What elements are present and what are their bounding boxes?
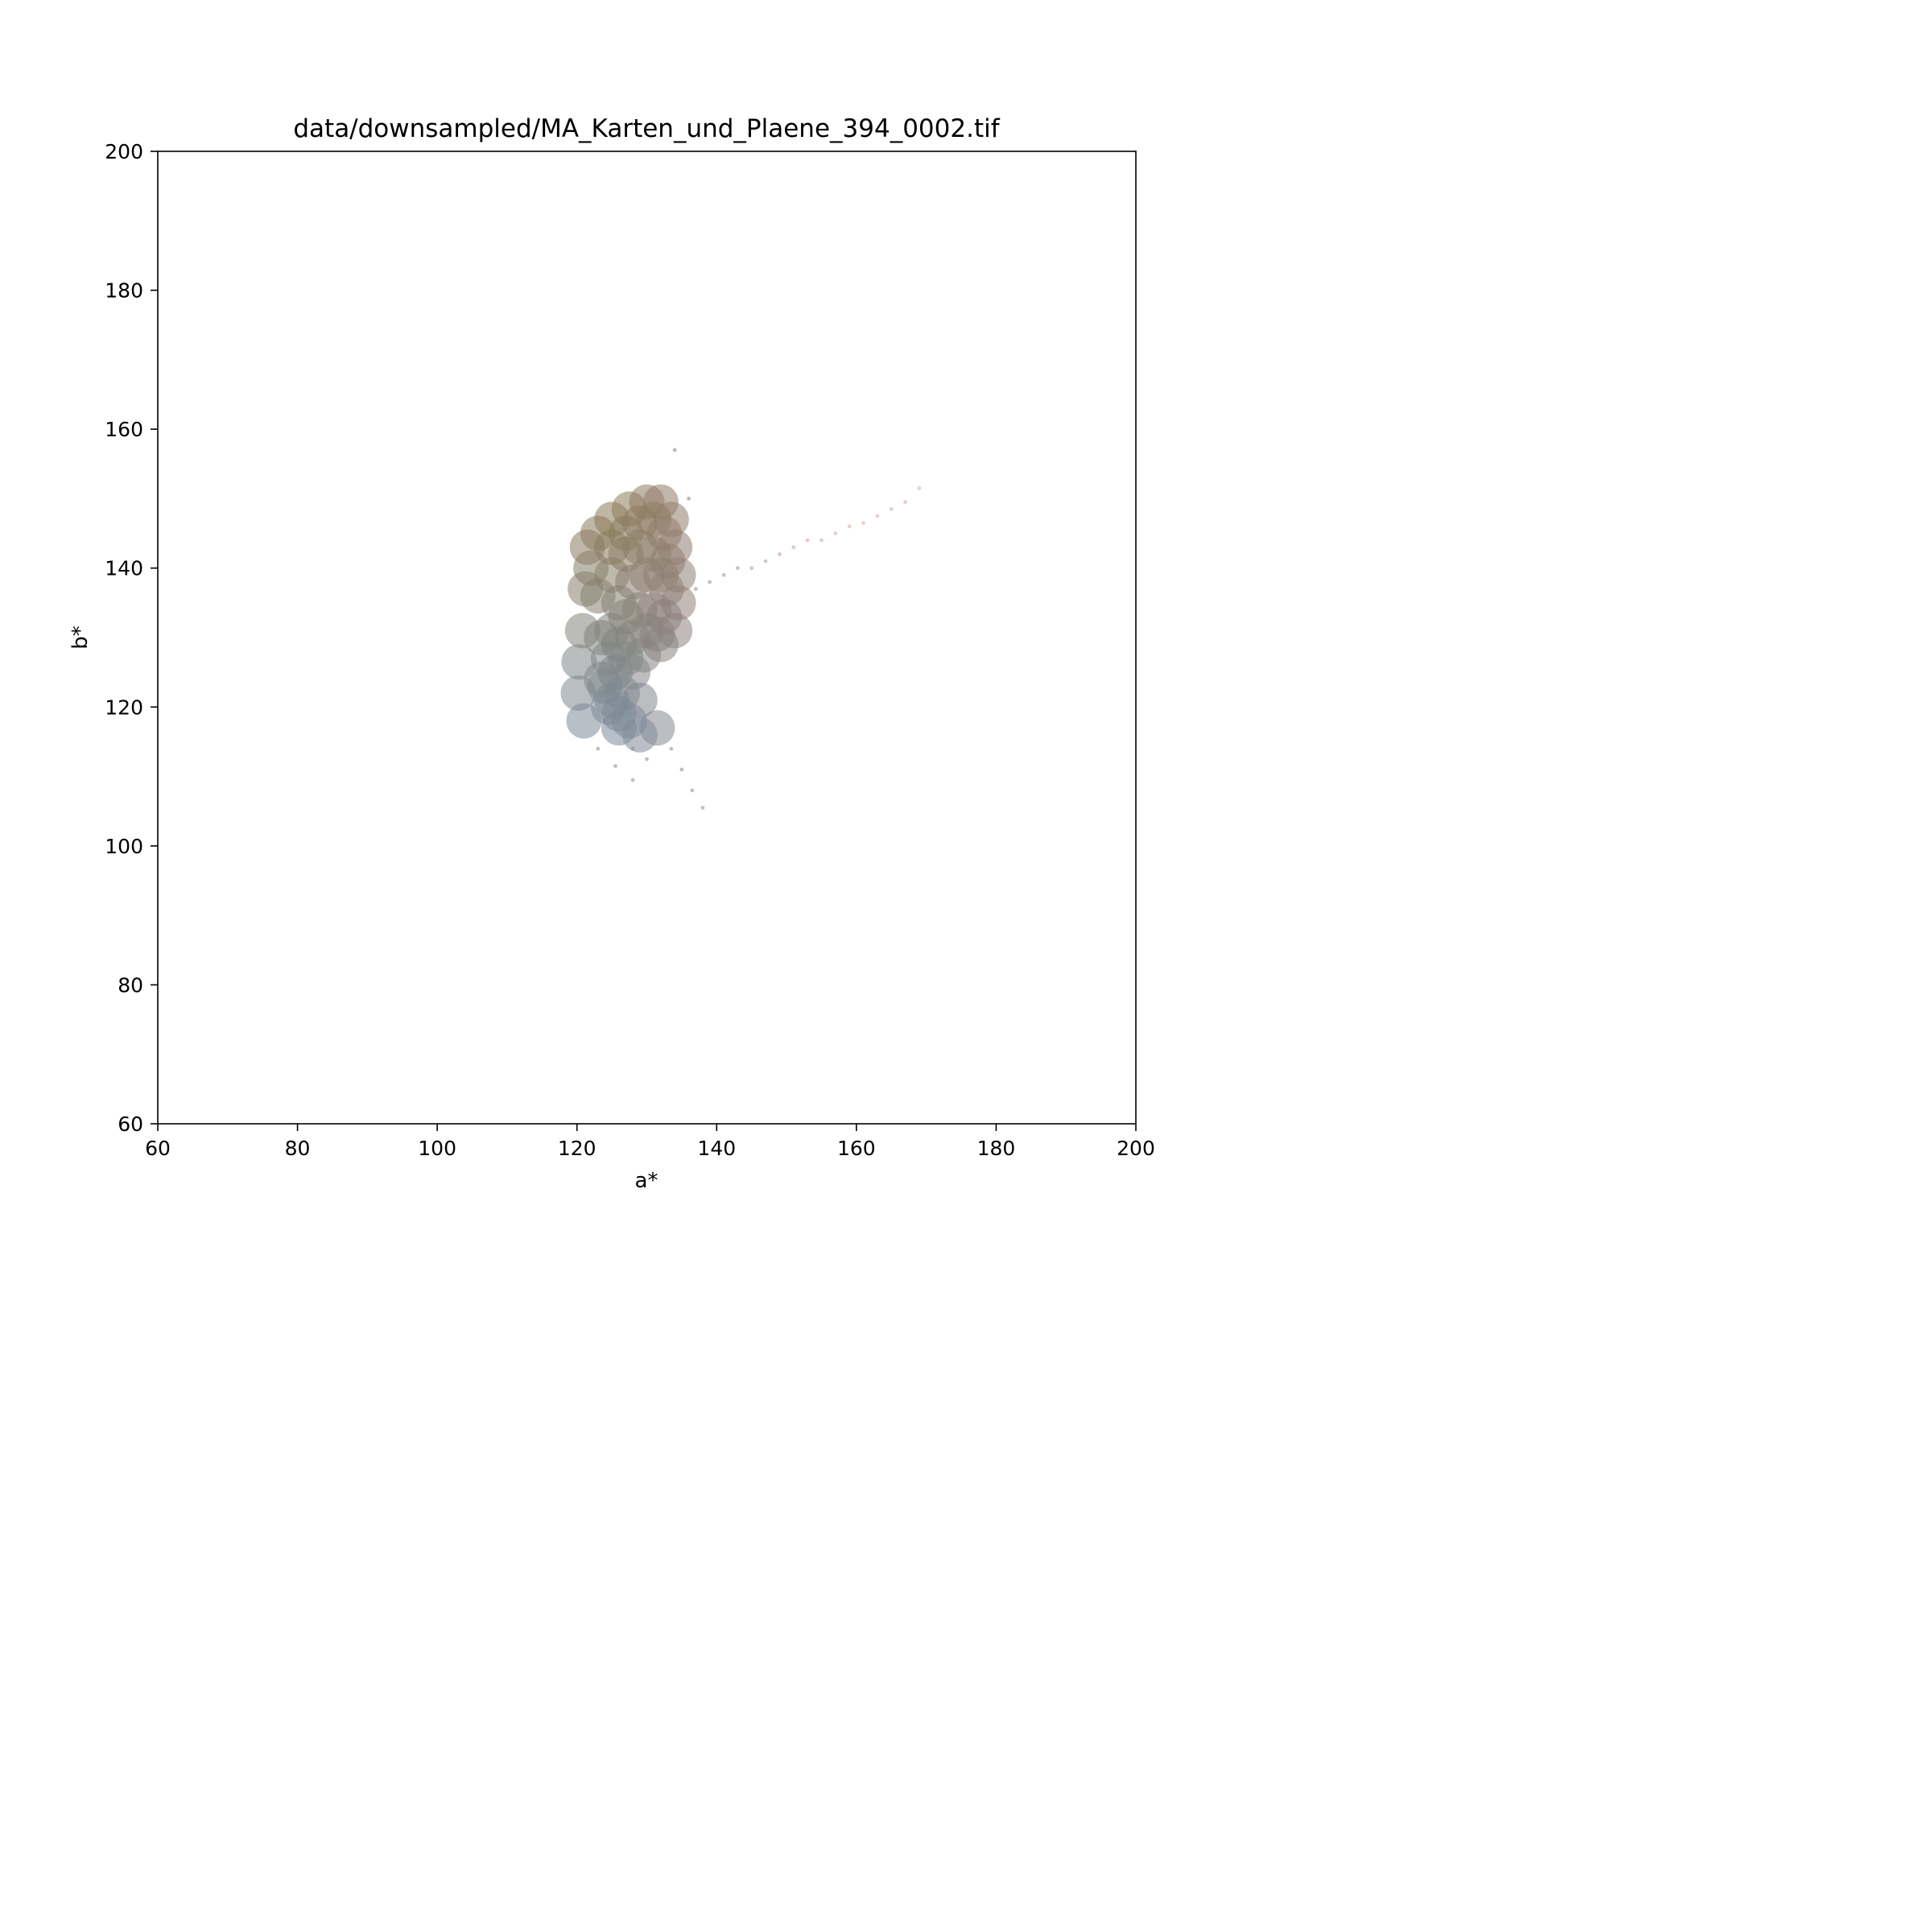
y-axis-label: b* (68, 625, 93, 650)
data-point (630, 778, 635, 782)
data-point (805, 538, 810, 543)
y-tick-label: 100 (105, 835, 143, 858)
x-tick-label: 140 (697, 1137, 736, 1160)
points-layer (560, 448, 922, 810)
data-point (735, 566, 740, 571)
y-tick-label: 140 (105, 557, 143, 580)
data-point (613, 764, 617, 768)
x-tick-label: 160 (837, 1137, 876, 1160)
data-point (639, 616, 675, 652)
x-tick-label: 60 (145, 1137, 171, 1160)
data-point (690, 788, 695, 793)
data-point (721, 572, 726, 577)
x-axis-label: a* (635, 1169, 658, 1193)
x-axis: 60 80 100 120 140 160 180 200 (145, 1124, 1155, 1160)
chart-title: data/downsampled/MA_Karten_und_Plaene_39… (293, 114, 1000, 143)
data-point (791, 545, 796, 550)
data-point (833, 531, 838, 535)
y-tick-label: 120 (105, 696, 143, 719)
data-point (672, 448, 677, 452)
y-tick-label: 200 (105, 140, 143, 163)
data-point (889, 507, 894, 511)
plot-frame (157, 151, 1137, 1125)
x-tick-label: 120 (558, 1137, 597, 1160)
data-point (819, 538, 824, 543)
data-point (608, 640, 644, 676)
data-point (642, 557, 679, 593)
data-point (749, 566, 754, 571)
y-tick-label: 60 (118, 1113, 143, 1136)
x-tick-label: 100 (418, 1137, 456, 1160)
y-axis: 60 80 100 120 140 160 180 200 (105, 140, 158, 1136)
data-point (621, 716, 658, 753)
y-tick-label: 180 (105, 279, 143, 303)
data-point (861, 521, 865, 525)
data-point (778, 552, 782, 556)
scatter-chart: data/downsampled/MA_Karten_und_Plaene_39… (0, 0, 1244, 1244)
data-point (875, 514, 880, 518)
x-tick-label: 200 (1117, 1137, 1155, 1160)
data-point (700, 806, 705, 810)
data-point (847, 524, 852, 529)
data-point (903, 500, 907, 505)
y-tick-label: 80 (118, 973, 143, 997)
data-point (687, 497, 691, 501)
data-point (645, 757, 649, 762)
data-point (693, 587, 698, 591)
x-tick-label: 80 (285, 1137, 311, 1160)
data-point (596, 746, 601, 751)
data-point (708, 580, 712, 584)
data-point (917, 486, 922, 490)
data-point (679, 767, 684, 772)
y-tick-label: 160 (105, 418, 143, 441)
data-point (669, 746, 674, 751)
x-tick-label: 180 (977, 1137, 1016, 1160)
data-point (763, 559, 768, 564)
